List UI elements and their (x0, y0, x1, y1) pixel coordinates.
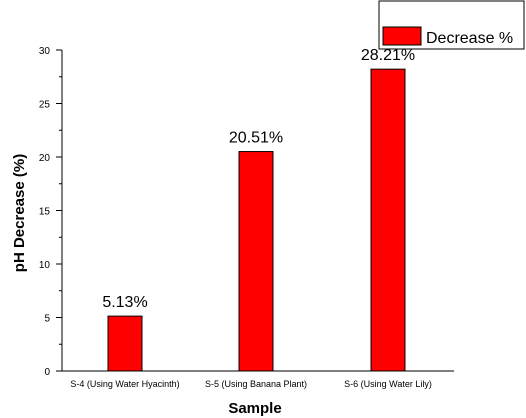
x-tick-label: S-6 (Using Water Lily) (344, 379, 432, 389)
bar-value-label: 28.21% (361, 47, 415, 64)
legend-swatch (382, 26, 422, 46)
bar (107, 315, 143, 372)
bars: 5.13% 20.51% 28.21% (102, 47, 415, 372)
y-axis-title: pH Decrease (%) (11, 154, 28, 272)
bar-value-label: 5.13% (102, 294, 147, 311)
bar (370, 68, 406, 372)
x-tick-label: S-4 (Using Water Hyacinth) (70, 379, 179, 389)
y-tick-label: 30 (39, 46, 51, 57)
y-tick-label: 10 (39, 260, 51, 271)
y-tick-label: 20 (39, 153, 51, 164)
y-tick-label: 5 (44, 314, 50, 325)
x-axis-title: Sample (228, 400, 281, 417)
y-ticks: 0 5 10 15 20 25 30 (39, 46, 62, 378)
y-tick-label: 0 (44, 367, 50, 378)
legend-label: Decrease % (426, 30, 513, 47)
bar-value-label: 20.51% (229, 130, 283, 147)
x-ticks: S-4 (Using Water Hyacinth) S-5 (Using Ban… (70, 379, 431, 389)
y-tick-label: 25 (39, 100, 51, 111)
legend: Decrease % (378, 0, 525, 50)
bar (238, 151, 274, 372)
y-tick-label: 15 (39, 207, 51, 218)
x-tick-label: S-5 (Using Banana Plant) (205, 379, 307, 389)
